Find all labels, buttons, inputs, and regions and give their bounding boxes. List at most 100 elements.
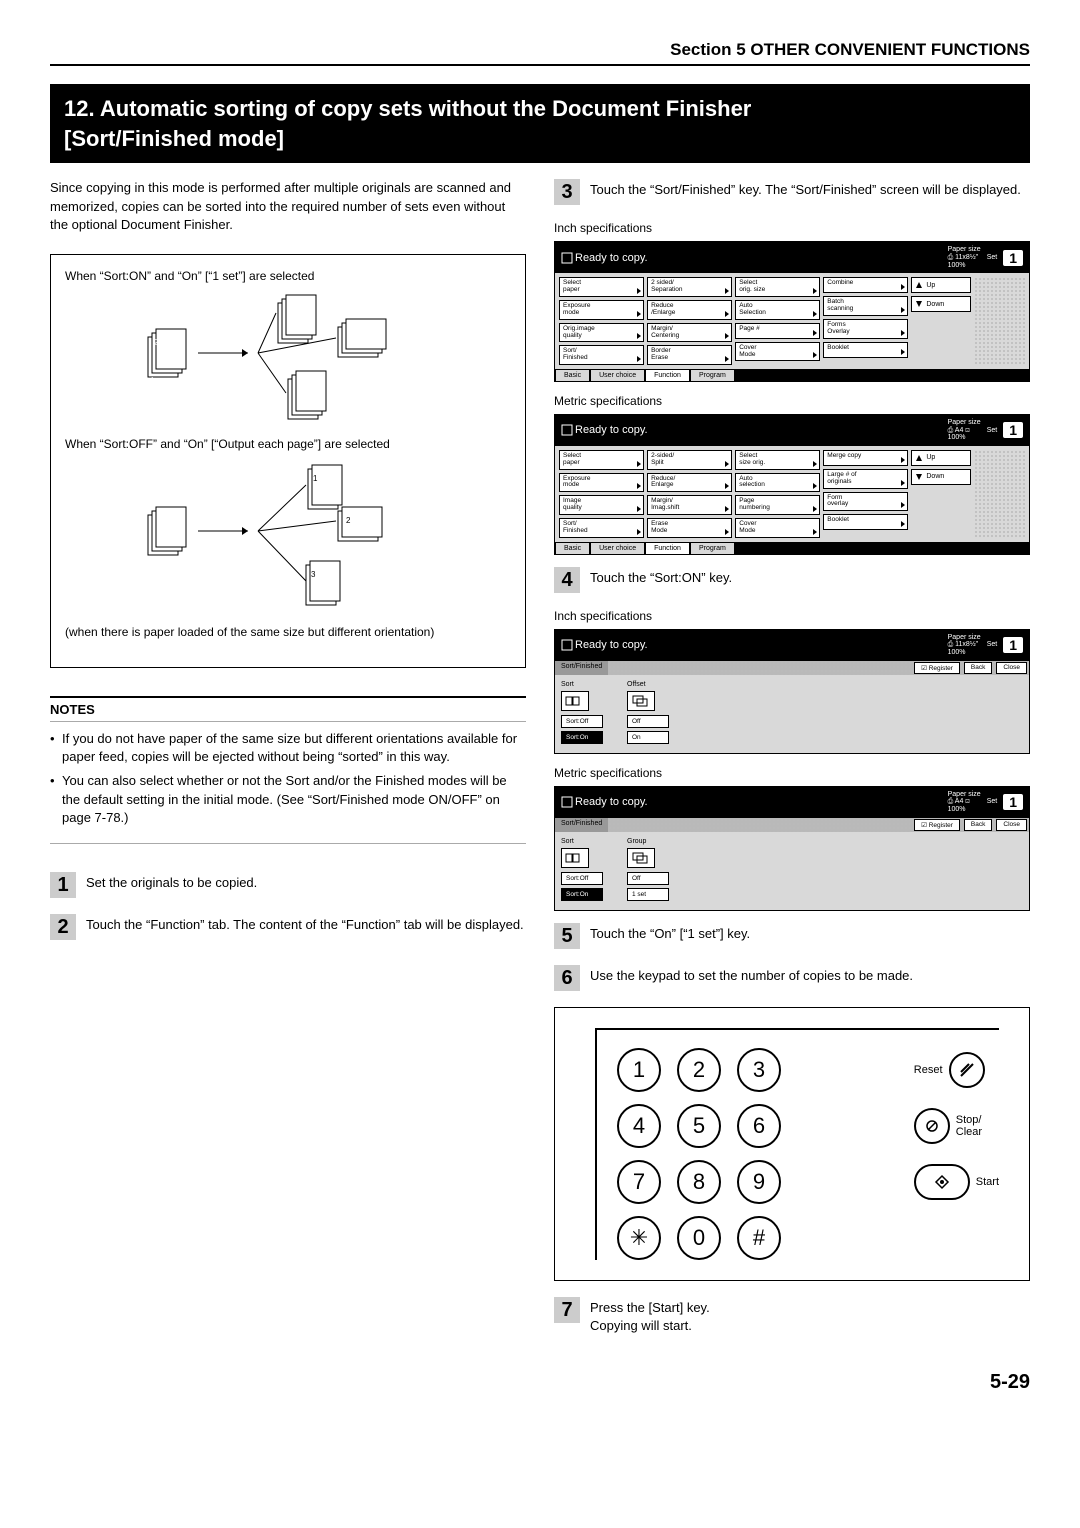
keypad-0[interactable]: 0	[677, 1216, 721, 1260]
diagram-caption-3: (when there is paper loaded of the same …	[65, 625, 511, 639]
fn-select-orig-size[interactable]: Select orig. size	[735, 277, 820, 297]
keypad-star[interactable]: ✳	[617, 1216, 661, 1260]
tab-user-choice[interactable]: User choice	[590, 369, 645, 381]
keypad-3[interactable]: 3	[737, 1048, 781, 1092]
fn-border-erase[interactable]: Border Erase	[647, 345, 732, 365]
sort-on-button[interactable]: Sort:On	[561, 888, 603, 901]
keypad-6[interactable]: 6	[737, 1104, 781, 1148]
fn-page-number[interactable]: Page #	[735, 323, 820, 339]
step-number: 2	[50, 914, 76, 940]
fn-select-paper[interactable]: Select paper	[559, 450, 644, 470]
fn-cover-mode[interactable]: Cover Mode	[735, 342, 820, 362]
back-button[interactable]: Back	[964, 662, 992, 674]
keypad-1[interactable]: 1	[617, 1048, 661, 1092]
down-label: Down	[926, 301, 944, 308]
svg-text:1: 1	[150, 376, 155, 385]
fn-booklet[interactable]: Booklet	[823, 342, 908, 358]
spec-label-metric: Metric specifications	[554, 766, 1030, 780]
up-button[interactable]: Up	[911, 450, 971, 466]
fn-select-paper[interactable]: Select paper	[559, 277, 644, 297]
register-button[interactable]: ☑ Register	[914, 819, 960, 831]
tab-function[interactable]: Function	[645, 369, 690, 381]
keypad-diagram: 1 2 3 4 5 6 7 8 9 ✳ 0 # Reset Stop/ Clea…	[554, 1007, 1030, 1281]
tab-basic[interactable]: Basic	[555, 542, 590, 554]
down-label: Down	[926, 473, 944, 480]
fn-reduce-enlarge[interactable]: Reduce /Enlarge	[647, 300, 732, 320]
fn-large-originals[interactable]: Large # of originals	[823, 469, 908, 489]
sort-on-button[interactable]: Sort:On	[561, 731, 603, 744]
fn-image-quality[interactable]: Image quality	[559, 495, 644, 515]
close-button[interactable]: Close	[996, 819, 1027, 831]
fn-merge-copy[interactable]: Merge copy	[823, 450, 908, 466]
fn-margin-imag-shift[interactable]: Margin/ Imag.shift	[647, 495, 732, 515]
register-button[interactable]: ☑ Register	[914, 662, 960, 674]
fn-exposure-mode[interactable]: Exposure mode	[559, 300, 644, 320]
set-label: Set	[987, 427, 998, 435]
keypad-hash[interactable]: #	[737, 1216, 781, 1260]
sort-off-button[interactable]: Sort:Off	[561, 715, 603, 728]
fn-margin-centering[interactable]: Margin/ Centering	[647, 323, 732, 343]
group-1set-button[interactable]: 1 set	[627, 888, 669, 901]
tab-program[interactable]: Program	[690, 369, 735, 381]
set-label: Set	[987, 798, 998, 806]
tab-function[interactable]: Function	[645, 542, 690, 554]
keypad-4[interactable]: 4	[617, 1104, 661, 1148]
paper-size-value: A4	[955, 798, 964, 805]
fn-auto-selection[interactable]: Auto Selection	[735, 300, 820, 320]
set-count: 1	[1003, 250, 1023, 266]
page-number: 5-29	[50, 1371, 1030, 1394]
fn-combine[interactable]: Combine	[823, 277, 908, 293]
group-off-button[interactable]: Off	[627, 872, 669, 885]
tab-program[interactable]: Program	[690, 542, 735, 554]
set-count: 1	[1003, 637, 1023, 653]
fn-batch-scanning[interactable]: Batch scanning	[823, 296, 908, 316]
zoom-pct: 100%	[948, 262, 966, 269]
offset-on-button[interactable]: On	[627, 731, 669, 744]
keypad-5[interactable]: 5	[677, 1104, 721, 1148]
fn-sort-finished[interactable]: Sort/ Finished	[559, 518, 644, 538]
paper-size-value: A4	[955, 427, 964, 434]
start-key[interactable]: Start	[914, 1164, 999, 1200]
down-button[interactable]: Down	[911, 296, 971, 312]
offset-icon	[627, 691, 655, 711]
fn-form-overlay[interactable]: Form overlay	[823, 492, 908, 512]
sort-finished-screen-inch: Ready to copy. Paper size⎙ 11x8½"100% Se…	[554, 629, 1030, 754]
up-label: Up	[926, 282, 935, 289]
tab-basic[interactable]: Basic	[555, 369, 590, 381]
diagram-caption-2: When “Sort:OFF” and “On” [“Output each p…	[65, 437, 511, 451]
fn-cover-mode[interactable]: Cover Mode	[735, 518, 820, 538]
stop-clear-key[interactable]: Stop/ Clear	[914, 1108, 982, 1144]
paper-size-value: 11x8½"	[955, 641, 978, 648]
fn-select-size-orig[interactable]: Select size orig.	[735, 450, 820, 470]
title-line-1: 12. Automatic sorting of copy sets witho…	[64, 96, 751, 121]
reset-key[interactable]: Reset	[914, 1052, 985, 1088]
keypad-8[interactable]: 8	[677, 1160, 721, 1204]
diagram-caption-1: When “Sort:ON” and “On” [“1 set”] are se…	[65, 269, 511, 283]
close-button[interactable]: Close	[996, 662, 1027, 674]
step-6: 6 Use the keypad to set the number of co…	[554, 965, 1030, 991]
keypad-2[interactable]: 2	[677, 1048, 721, 1092]
offset-off-button[interactable]: Off	[627, 715, 669, 728]
sort-off-button[interactable]: Sort:Off	[561, 872, 603, 885]
keypad-9[interactable]: 9	[737, 1160, 781, 1204]
up-button[interactable]: Up	[911, 277, 971, 293]
fn-reduce-enlarge[interactable]: Reduce/ Enlarge	[647, 473, 732, 493]
fn-2sided-separation[interactable]: 2 sided/ Separation	[647, 277, 732, 297]
sort-finished-title: Sort/Finished	[555, 661, 608, 675]
fn-erase-mode[interactable]: Erase Mode	[647, 518, 732, 538]
spec-label-inch: Inch specifications	[554, 609, 1030, 623]
tab-user-choice[interactable]: User choice	[590, 542, 645, 554]
fn-2sided-split[interactable]: 2-sided/ Split	[647, 450, 732, 470]
step-number: 1	[50, 872, 76, 898]
fn-sort-finished[interactable]: Sort/ Finished	[559, 345, 644, 365]
set-label: Set	[987, 254, 998, 262]
fn-booklet[interactable]: Booklet	[823, 514, 908, 530]
fn-auto-selection[interactable]: Auto selection	[735, 473, 820, 493]
fn-orig-image-quality[interactable]: Orig.image quality	[559, 323, 644, 343]
fn-exposure-mode[interactable]: Exposure mode	[559, 473, 644, 493]
keypad-7[interactable]: 7	[617, 1160, 661, 1204]
fn-page-numbering[interactable]: Page numbering	[735, 495, 820, 515]
back-button[interactable]: Back	[964, 819, 992, 831]
down-button[interactable]: Down	[911, 469, 971, 485]
fn-forms-overlay[interactable]: Forms Overlay	[823, 319, 908, 339]
